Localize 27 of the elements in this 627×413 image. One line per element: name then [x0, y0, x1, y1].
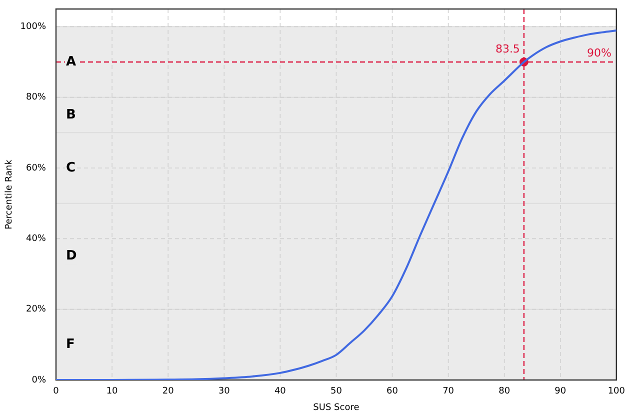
x-tick-label: 40 — [274, 386, 286, 397]
y-axis-title: Percentile Rank — [4, 158, 15, 230]
band-label: B — [66, 107, 76, 122]
ref-line-label: 90% — [586, 46, 612, 60]
x-tick-label: 30 — [218, 386, 230, 397]
band-label: F — [66, 337, 75, 352]
x-tick-label: 0 — [53, 386, 60, 397]
line-series — [56, 30, 616, 380]
y-tick-label: 40% — [26, 234, 46, 244]
x-tick-label: 90 — [554, 386, 566, 397]
x-tick-label: 80 — [498, 386, 510, 397]
x-tick-label: 60 — [386, 386, 398, 397]
band-label: C — [66, 160, 76, 176]
x-tick-label: 70 — [442, 386, 454, 397]
y-tick-label: 0% — [32, 375, 46, 386]
band-label: A — [66, 54, 76, 70]
y-tick-label: 20% — [26, 304, 46, 315]
x-tick-label: 10 — [106, 386, 118, 397]
band-label: D — [66, 248, 77, 264]
x-tick-label: 20 — [162, 386, 174, 397]
y-tick-label: 100% — [20, 22, 46, 32]
y-tick-label: 80% — [26, 92, 46, 103]
x-tick-label: 50 — [330, 386, 342, 397]
x-tick-label: 100 — [608, 386, 626, 397]
ref-line-label: 83.5 — [495, 42, 520, 56]
x-axis-title: SUS Score — [313, 402, 360, 413]
y-tick-label: 60% — [26, 163, 46, 174]
